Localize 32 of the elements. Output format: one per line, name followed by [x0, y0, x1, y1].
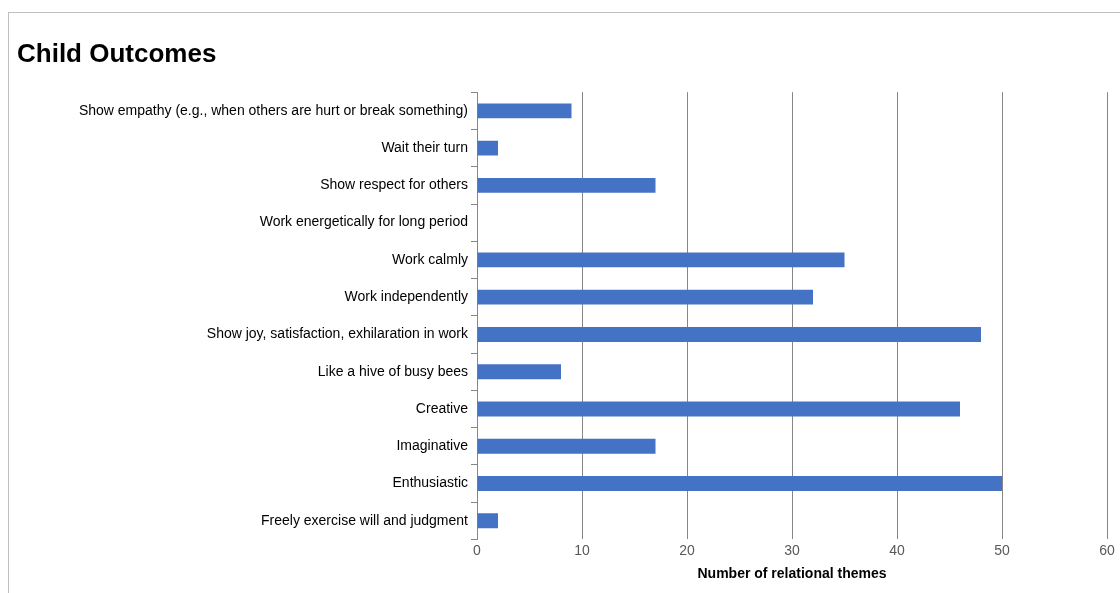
y-tick-label: Wait their turn: [381, 138, 468, 155]
x-tick-label: 40: [889, 541, 905, 558]
bar: [477, 289, 813, 305]
bar: [477, 326, 981, 342]
y-tick-label: Creative: [415, 399, 469, 416]
y-tick-label: Work energetically for long period: [259, 213, 468, 230]
y-tick-label: Enthusiastic: [392, 474, 468, 491]
y-tick-label: Like a hive of busy bees: [317, 362, 468, 379]
y-tick-label: Imaginative: [396, 437, 469, 454]
y-tick-label: Work independently: [344, 288, 468, 305]
x-axis-title: Number of relational themes: [697, 565, 887, 582]
bar: [477, 103, 572, 119]
x-tick-label: 60: [1099, 541, 1115, 558]
x-tick-label: 10: [574, 541, 590, 558]
x-tick-label: 30: [784, 541, 800, 558]
bar: [477, 140, 498, 156]
bar: [477, 401, 960, 417]
y-tick-label: Show joy, satisfaction, exhilaration in work: [206, 325, 469, 342]
y-tick-label: Work calmly: [392, 250, 468, 267]
y-tick-label: Show empathy (e.g., when others are hurt or break something): [78, 101, 468, 118]
x-tick-label: 0: [473, 541, 482, 558]
x-tick-label: 50: [994, 541, 1010, 558]
x-tick-label: 20: [679, 541, 695, 558]
bar: [477, 364, 561, 380]
bar: [477, 513, 498, 529]
y-tick-label: Freely exercise will and judgment: [261, 511, 469, 528]
y-tick-label: Show respect for others: [320, 176, 468, 193]
bar: [477, 476, 1002, 491]
bar: [477, 438, 656, 454]
text: Child Outcomes: [17, 37, 217, 68]
bar: [477, 252, 845, 268]
bar: [477, 177, 656, 193]
